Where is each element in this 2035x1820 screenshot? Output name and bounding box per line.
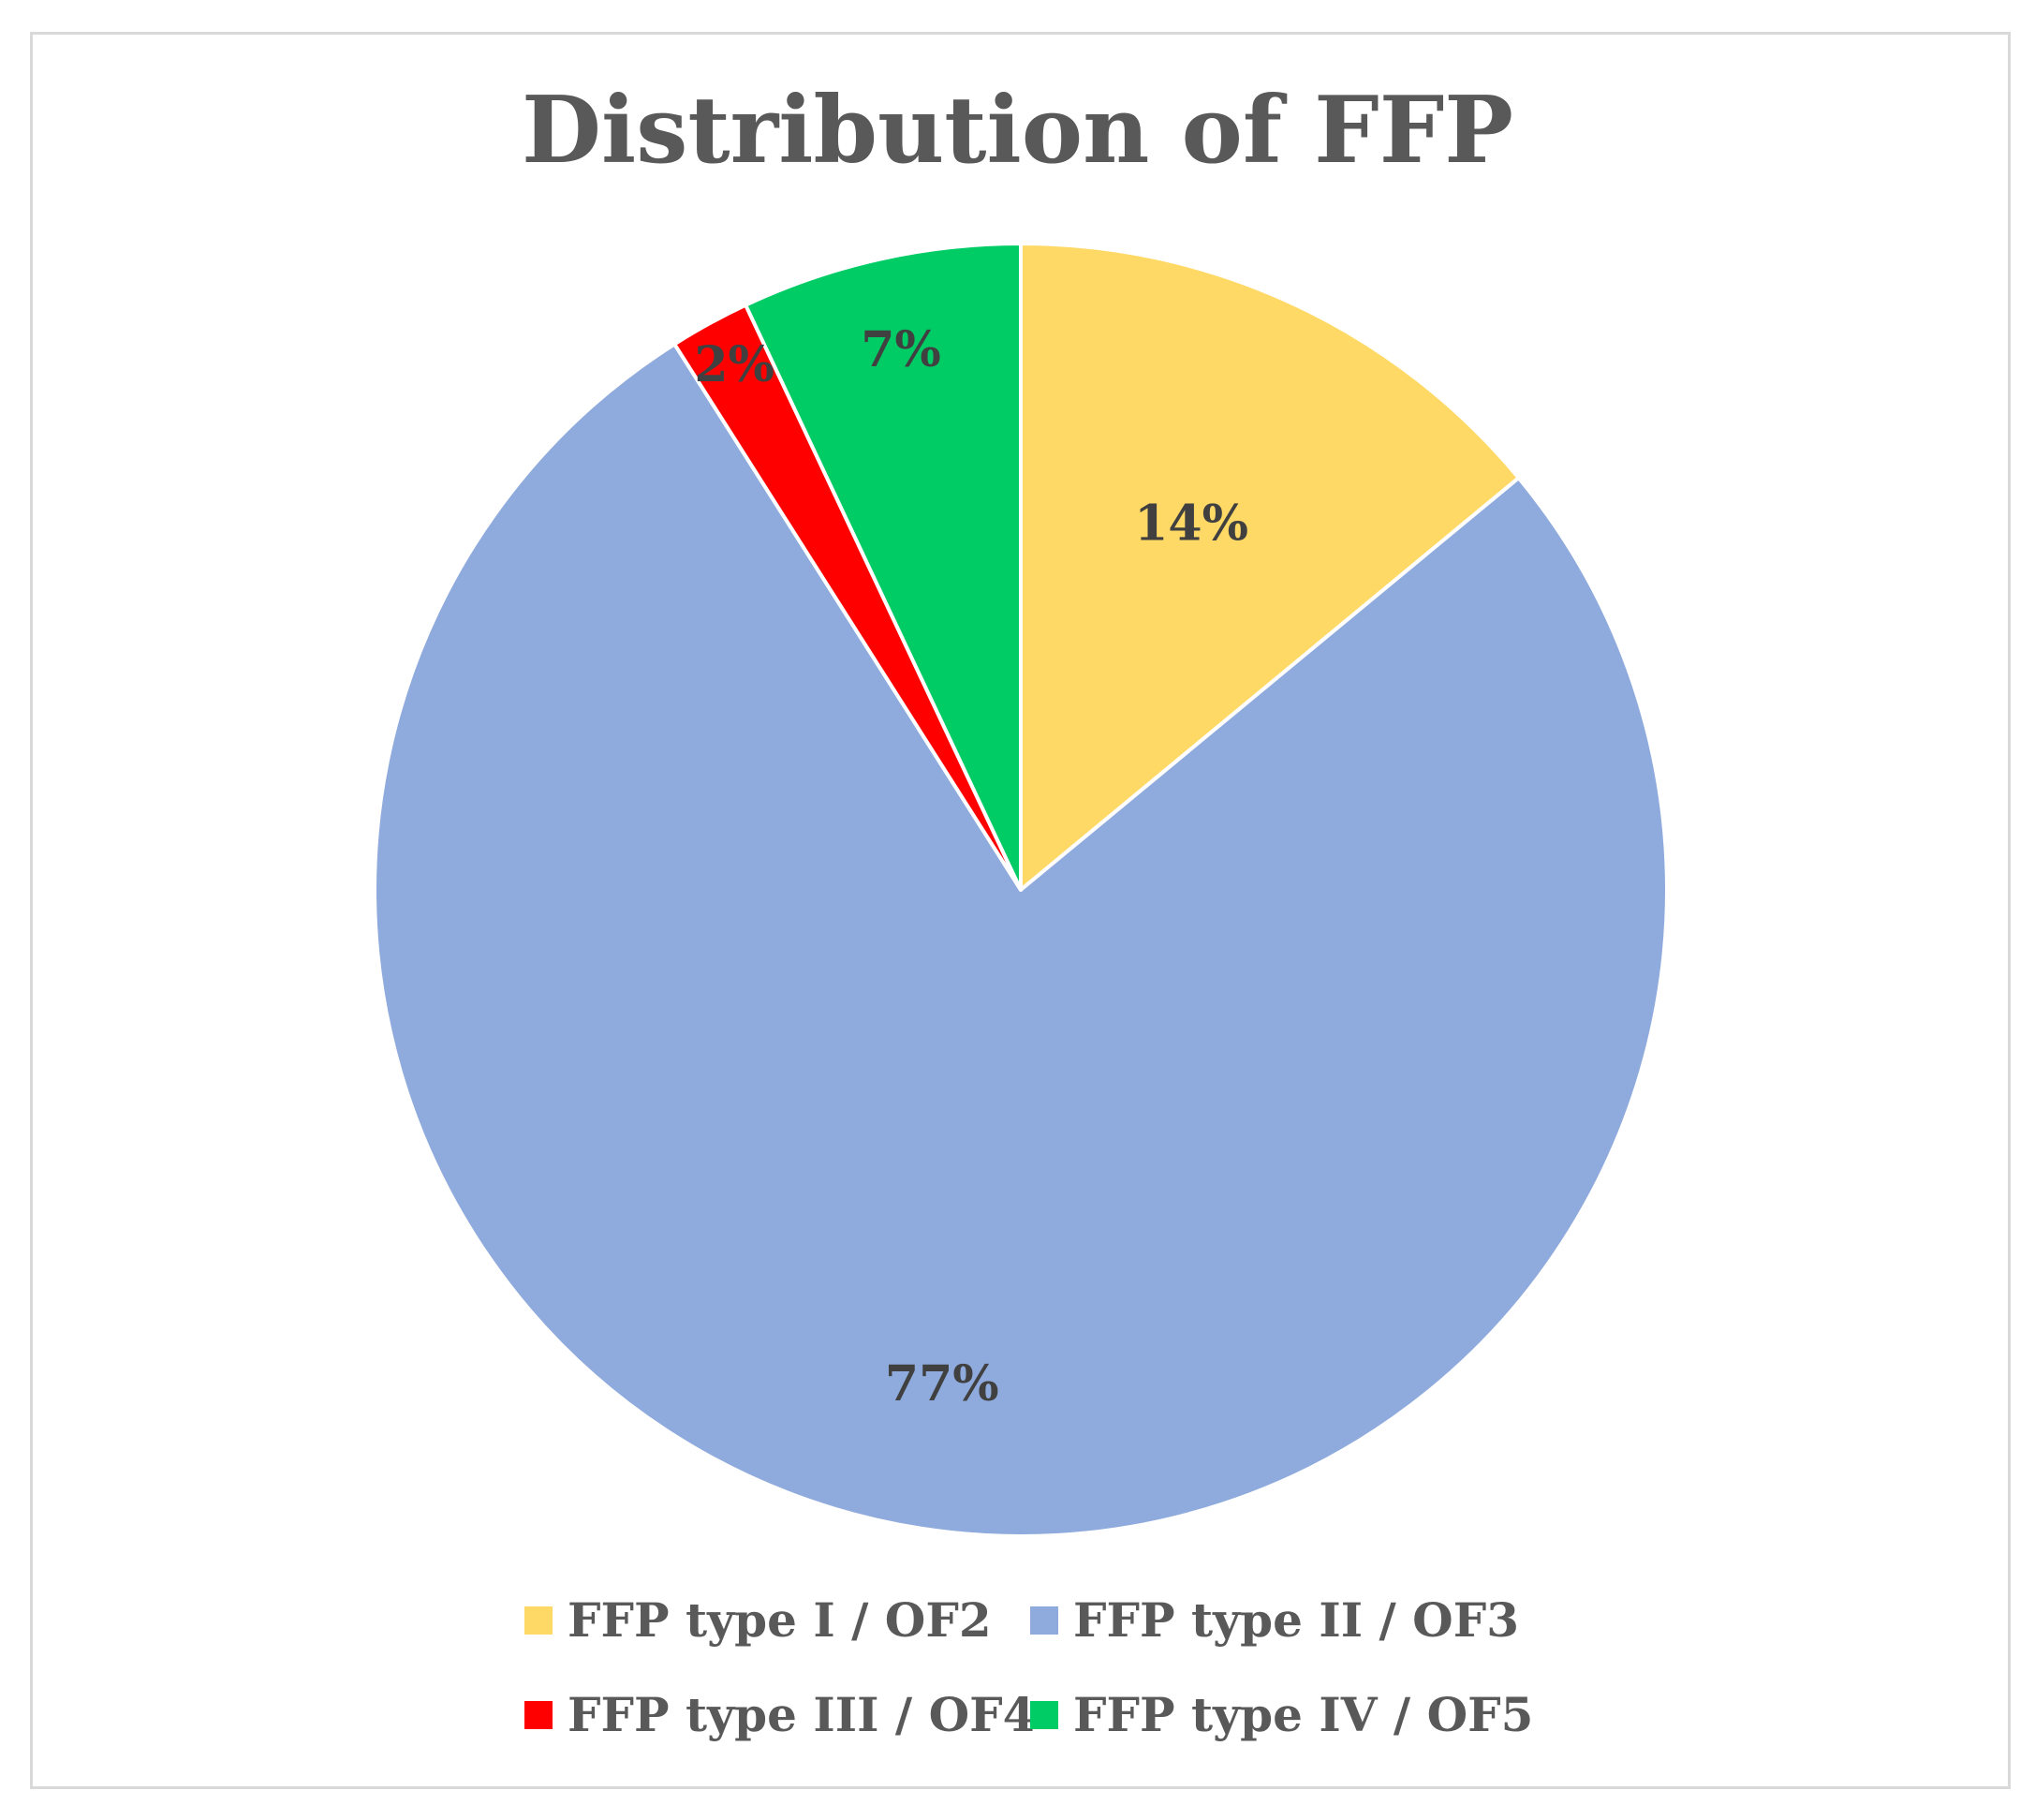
- legend-label-type-iii: FFP type III / OF4: [568, 1687, 1036, 1742]
- legend-swatch-type-i: [524, 1605, 553, 1635]
- legend-swatch-type-ii: [1030, 1605, 1058, 1635]
- legend-swatch-type-iv: [1030, 1700, 1058, 1729]
- legend-item-type-iii: FFP type III / OF4: [524, 1687, 1035, 1742]
- data-label-type-i: 14%: [1134, 495, 1248, 552]
- pie-slice-type-ii: [373, 342, 1669, 1538]
- pie-slice-type-iv: [744, 242, 1023, 892]
- data-label-type-iii: 2%: [694, 336, 774, 393]
- pie-slice-type-i: [1019, 242, 1521, 892]
- chart-title: Distribution of FFP: [521, 77, 1513, 185]
- legend-item-type-iv: FFP type IV / OF5: [1030, 1687, 1592, 1742]
- legend-item-type-ii: FFP type II / OF3: [1030, 1592, 1592, 1648]
- data-label-type-ii: 77%: [885, 1355, 999, 1413]
- legend-label-type-iv: FFP type IV / OF5: [1073, 1687, 1534, 1742]
- pie-data-labels: 14% 77% 2% 7%: [694, 321, 1248, 1413]
- legend-label-type-ii: FFP type II / OF3: [1073, 1592, 1520, 1648]
- legend-item-type-i: FFP type I / OF2: [524, 1592, 1030, 1648]
- pie-slices: [373, 242, 1669, 1538]
- legend: FFP type I / OF2 FFP type II / OF3 FFP t…: [524, 1592, 1592, 1742]
- legend-swatch-type-iii: [524, 1700, 553, 1729]
- legend-label-type-i: FFP type I / OF2: [568, 1592, 992, 1648]
- data-label-type-iv: 7%: [861, 321, 941, 378]
